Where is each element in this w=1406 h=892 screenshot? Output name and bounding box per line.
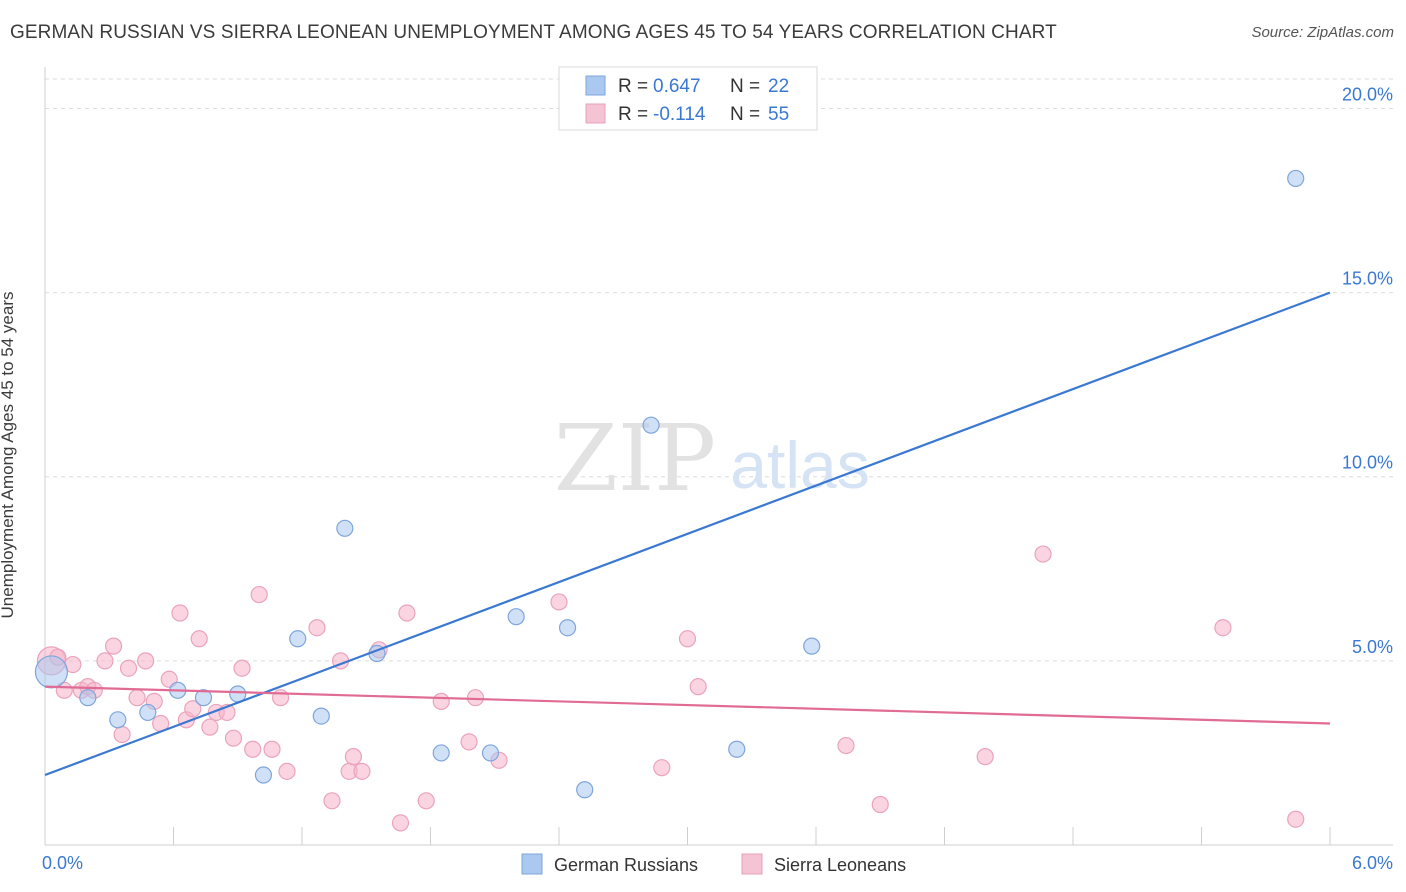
watermark-zip: ZIP <box>554 405 716 512</box>
trend-lines <box>44 291 1331 777</box>
german-russians-point <box>79 689 97 707</box>
german-russians-trend-line <box>44 291 1331 777</box>
sierra-leoneans-point <box>353 762 371 780</box>
chart-title: GERMAN RUSSIAN VS SIERRA LEONEAN UNEMPLO… <box>10 22 1057 43</box>
sierra-leoneans-point <box>171 604 189 622</box>
sierra-leoneans-trend-line <box>44 685 1331 725</box>
sierra-leoneans-point <box>119 659 138 677</box>
sierra-leoneans-point <box>271 689 290 707</box>
x-tick-label-min: 0.0% <box>42 853 83 873</box>
sierra-leoneans-point <box>263 740 281 758</box>
sierra-leoneans-point <box>128 689 146 707</box>
legend-bottom-german-russians: German Russians <box>554 855 698 875</box>
sierra-leoneans-point <box>460 733 478 751</box>
source-label: Source: ZipAtlas.com <box>1251 24 1394 41</box>
german-russians-point <box>576 781 594 799</box>
legend-swatch-blue <box>585 75 606 96</box>
sierra-leoneans-point <box>113 725 131 744</box>
sierra-leoneans-point <box>837 736 855 755</box>
sierra-leoneans-point <box>190 630 208 648</box>
german-russians-point <box>1287 169 1305 188</box>
sierra-leoneans-point <box>417 792 435 810</box>
sierra-leoneans-point <box>653 759 671 777</box>
german-russians-point <box>803 637 821 655</box>
series-german-russians-points <box>34 169 1305 799</box>
series-sierra-leoneans-points <box>36 545 1305 832</box>
legend-r-label-1: R = <box>618 76 648 97</box>
watermark-atlas: atlas <box>730 428 869 502</box>
legend-n-value-2: 55 <box>768 104 789 125</box>
y-tick-label: 20.0% <box>1342 84 1393 104</box>
legend-n-value-1: 22 <box>768 76 789 97</box>
sierra-leoneans-point <box>224 729 243 747</box>
sierra-leoneans-point <box>137 652 155 670</box>
legend-bottom-swatch-blue <box>521 853 543 875</box>
sierra-leoneans-point <box>104 637 123 655</box>
german-russians-point <box>194 689 213 707</box>
y-tick-label: 10.0% <box>1342 453 1393 473</box>
y-tick-label: 5.0% <box>1352 637 1393 657</box>
legend-bottom: German Russians Sierra Leoneans <box>521 853 906 875</box>
german-russians-point <box>312 707 330 725</box>
legend-r-label-2: R = <box>618 104 648 125</box>
legend-bottom-swatch-pink <box>741 853 763 875</box>
sierra-leoneans-point <box>96 652 114 670</box>
sierra-leoneans-point <box>871 795 889 814</box>
german-russians-point <box>109 711 127 729</box>
sierra-leoneans-point <box>678 630 697 648</box>
german-russians-point <box>728 740 746 758</box>
sierra-leoneans-point <box>244 740 262 758</box>
sierra-leoneans-point <box>976 748 994 766</box>
german-russians-point <box>507 608 525 626</box>
sierra-leoneans-point <box>184 700 202 718</box>
sierra-leoneans-point <box>398 604 416 622</box>
german-russians-point <box>34 655 69 689</box>
sierra-leoneans-point <box>1214 619 1232 637</box>
axes <box>44 67 1393 846</box>
sierra-leoneans-point <box>201 718 219 736</box>
sierra-leoneans-point <box>391 814 410 832</box>
german-russians-point <box>336 519 354 537</box>
german-russians-point <box>254 766 273 784</box>
gridlines <box>45 78 1393 662</box>
legend-r-value-2: -0.114 <box>653 104 706 125</box>
sierra-leoneans-point <box>550 593 568 611</box>
sierra-leoneans-point <box>466 689 485 707</box>
watermark: ZIP atlas <box>554 405 870 512</box>
german-russians-point <box>558 619 577 637</box>
sierra-leoneans-point <box>233 659 251 677</box>
x-tick-label-max: 6.0% <box>1352 853 1393 873</box>
legend-n-label-1: N = <box>730 76 760 97</box>
legend-bottom-sierra-leoneans: Sierra Leoneans <box>774 855 906 875</box>
german-russians-point <box>139 703 157 722</box>
german-russians-point <box>432 744 450 762</box>
legend-r-value-1: 0.647 <box>653 76 701 97</box>
sierra-leoneans-point <box>1287 810 1305 828</box>
sierra-leoneans-point <box>308 619 326 637</box>
sierra-leoneans-point <box>250 585 268 604</box>
german-russians-point <box>642 416 660 434</box>
german-russians-point <box>289 630 307 648</box>
sierra-leoneans-point <box>344 748 362 766</box>
sierra-leoneans-point <box>689 678 707 696</box>
legend-swatch-pink <box>585 103 606 124</box>
sierra-leoneans-point <box>432 692 450 710</box>
sierra-leoneans-point <box>323 792 341 810</box>
tick-labels: 5.0% 10.0% 15.0% 20.0% 0.0% 6.0% <box>42 84 1393 873</box>
y-tick-label: 15.0% <box>1342 269 1393 289</box>
german-russians-point <box>481 744 500 762</box>
sierra-leoneans-point <box>278 762 296 780</box>
legend-top: R = 0.647 N = 22 R = -0.114 N = 55 <box>558 66 818 131</box>
sierra-leoneans-point <box>1034 545 1052 563</box>
legend-n-label-2: N = <box>730 104 760 125</box>
